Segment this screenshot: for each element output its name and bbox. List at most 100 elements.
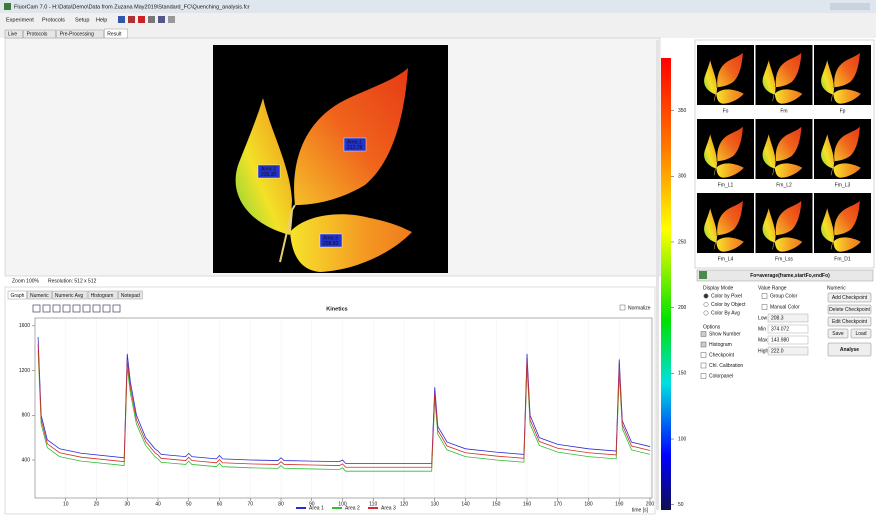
checkbox[interactable] [701, 342, 706, 347]
checkbox-label[interactable]: Group Color [770, 293, 798, 299]
checkbox-label[interactable]: Colorpanel [709, 373, 733, 379]
area-value: 212.78 [347, 145, 363, 151]
area-value: 235.30 [261, 172, 277, 178]
x-tick-label: 40 [155, 501, 161, 507]
x-tick-label: 50 [186, 501, 192, 507]
x-tick-label: 70 [247, 501, 253, 507]
thumbnail-label: Fm_L1 [718, 182, 734, 188]
thumbnail-label: Fo [723, 108, 729, 114]
button-label[interactable]: Delete Checkpoint [829, 307, 870, 313]
y-tick-label: 1600 [19, 323, 30, 329]
radio-button[interactable] [704, 302, 708, 306]
normalize-checkbox[interactable] [620, 305, 625, 310]
checkbox[interactable] [762, 305, 767, 310]
field-label: High [758, 348, 769, 354]
radio-button[interactable] [704, 311, 708, 315]
button-label[interactable]: Save [832, 331, 844, 337]
scale-tick-label: 100 [678, 436, 687, 442]
toolbar-icon[interactable] [168, 16, 175, 23]
x-tick-label: 190 [615, 501, 624, 507]
scale-tick-label: 50 [678, 502, 684, 508]
thumbnail-label: Fm_L2 [776, 182, 792, 188]
radio-button[interactable] [704, 294, 708, 298]
graph-tab-label[interactable]: Graph [11, 293, 25, 299]
scale-tick-label: 200 [678, 305, 687, 311]
button-label[interactable]: Analyse [840, 347, 859, 353]
scale-tick-label: 300 [678, 174, 687, 180]
value-range-title: Value Range [758, 285, 787, 291]
zoom-status: Zoom 100% [12, 278, 40, 284]
toolbar-icon[interactable] [118, 16, 125, 23]
tab-label[interactable]: Protocols [27, 31, 48, 37]
graph-tab-label[interactable]: Notepad [121, 293, 140, 299]
x-tick-label: 150 [492, 501, 501, 507]
toolbar-icon[interactable] [138, 16, 145, 23]
area-value: 208.83 [323, 241, 339, 247]
field-label: Max [758, 337, 768, 343]
checkbox-label[interactable]: Checkpoint [709, 352, 735, 358]
scale-tick-label: 250 [678, 239, 687, 245]
menu-item[interactable]: Experiment [6, 17, 34, 23]
checkbox[interactable] [701, 332, 706, 337]
checkbox-label[interactable]: Histogram [709, 342, 732, 348]
color-scale-bar [661, 58, 671, 510]
legend-label: Area 1 [309, 505, 324, 511]
menu-item[interactable]: Help [96, 17, 107, 23]
checkbox-label[interactable]: Chl. Calibration [709, 363, 743, 369]
toolbar-icon[interactable] [128, 16, 135, 23]
x-tick-label: 140 [461, 501, 470, 507]
tab-label[interactable]: Result [107, 31, 122, 37]
tab-label[interactable]: Live [8, 31, 17, 37]
formula-icon [699, 271, 707, 279]
scrollbar [656, 40, 659, 510]
button-label[interactable]: Edit Checkpoint [832, 319, 868, 325]
resolution-status: Resolution: 512 x 512 [48, 278, 97, 284]
scale-tick-label: 350 [678, 108, 687, 114]
radio-label[interactable]: Color by Object [711, 302, 746, 308]
x-tick-label: 170 [554, 501, 563, 507]
checkbox[interactable] [701, 353, 706, 358]
field-value: 143.980 [771, 337, 789, 343]
x-tick-label: 110 [369, 501, 377, 507]
field-value: 374.072 [771, 326, 789, 332]
checkbox[interactable] [701, 374, 706, 379]
thumbnail-label: Fp [840, 108, 846, 114]
x-tick-label: 160 [523, 501, 532, 507]
display-mode-title: Display Mode [703, 285, 734, 291]
checkbox-label[interactable]: Show Number [709, 331, 741, 337]
button-label[interactable]: Add Checkpoint [832, 295, 868, 301]
radio-label[interactable]: Color By Avg [711, 310, 740, 316]
tab-bar [0, 27, 876, 38]
menu-item[interactable]: Setup [75, 17, 89, 23]
button-label[interactable]: Load [855, 331, 866, 337]
normalize-label[interactable]: Normalize [628, 305, 651, 311]
page: FluorCam 7.0 - H:\Data\Demo\Data from Zu… [0, 0, 876, 518]
window-controls[interactable] [830, 3, 870, 10]
scale-tick-label: 150 [678, 371, 687, 377]
y-tick-label: 400 [22, 457, 31, 463]
toolbar-icon[interactable] [148, 16, 155, 23]
toolbar-icon[interactable] [158, 16, 165, 23]
x-axis-label: time [s] [632, 507, 649, 513]
graph-title: Kinetics [326, 306, 347, 312]
y-tick-label: 1200 [19, 368, 30, 374]
plot-area [35, 318, 652, 498]
field-value: 222.0 [771, 348, 784, 354]
x-tick-label: 120 [400, 501, 409, 507]
thumbnail-label: Fm_D1 [834, 256, 851, 262]
checkbox[interactable] [762, 294, 767, 299]
checkbox-label[interactable]: Manual Color [770, 304, 800, 310]
x-tick-label: 60 [217, 501, 223, 507]
tab-label[interactable]: Pre-Processing [60, 31, 94, 37]
y-tick-label: 800 [22, 413, 31, 419]
radio-label[interactable]: Color by Pixel [711, 293, 742, 299]
app-window: FluorCam 7.0 - H:\Data\Demo\Data from Zu… [0, 0, 876, 518]
x-tick-label: 180 [584, 501, 593, 507]
menu-item[interactable]: Protocols [42, 17, 65, 23]
x-tick-label: 10 [63, 501, 69, 507]
graph-tab-label[interactable]: Numeric Avg [55, 293, 83, 299]
graph-tab-label[interactable]: Histogram [91, 293, 114, 299]
thumbnail-label: Fm_L3 [835, 182, 851, 188]
graph-tab-label[interactable]: Numeric [30, 293, 49, 299]
checkbox[interactable] [701, 363, 706, 368]
